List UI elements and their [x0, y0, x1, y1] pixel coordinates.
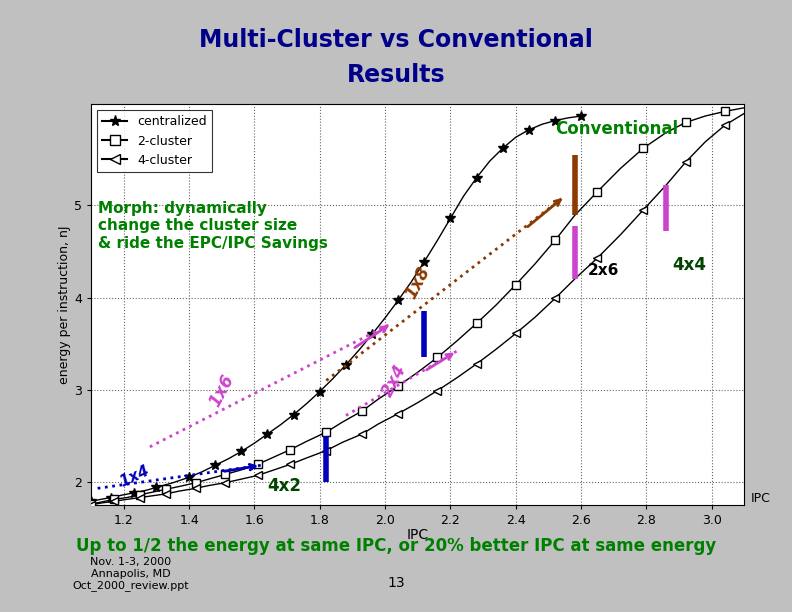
- Text: 4x4: 4x4: [672, 256, 706, 274]
- Text: Conventional: Conventional: [555, 119, 678, 138]
- Legend: centralized, 2-cluster, 4-cluster: centralized, 2-cluster, 4-cluster: [97, 110, 212, 172]
- Text: 13: 13: [387, 576, 405, 589]
- Y-axis label: energy per instruction, nJ: energy per instruction, nJ: [59, 225, 71, 384]
- Text: Morph: dynamically
change the cluster size
& ride the EPC/IPC Savings: Morph: dynamically change the cluster si…: [97, 201, 327, 250]
- Text: Up to 1/2 the energy at same IPC, or 20% better IPC at same energy: Up to 1/2 the energy at same IPC, or 20%…: [76, 537, 716, 555]
- Text: 1x8: 1x8: [402, 263, 433, 302]
- Text: 1x4: 1x4: [117, 463, 152, 490]
- Text: Results: Results: [347, 62, 445, 87]
- Text: IPC: IPC: [751, 492, 771, 505]
- Text: 2x6: 2x6: [588, 263, 619, 277]
- X-axis label: IPC: IPC: [407, 528, 428, 542]
- Text: 2x4: 2x4: [379, 362, 410, 400]
- Text: 1x6: 1x6: [205, 372, 238, 410]
- Text: Nov. 1-3, 2000
Annapolis, MD
Oct_2000_review.ppt: Nov. 1-3, 2000 Annapolis, MD Oct_2000_re…: [72, 557, 189, 591]
- Text: 4x2: 4x2: [268, 477, 302, 495]
- Text: Multi-Cluster vs Conventional: Multi-Cluster vs Conventional: [199, 28, 593, 52]
